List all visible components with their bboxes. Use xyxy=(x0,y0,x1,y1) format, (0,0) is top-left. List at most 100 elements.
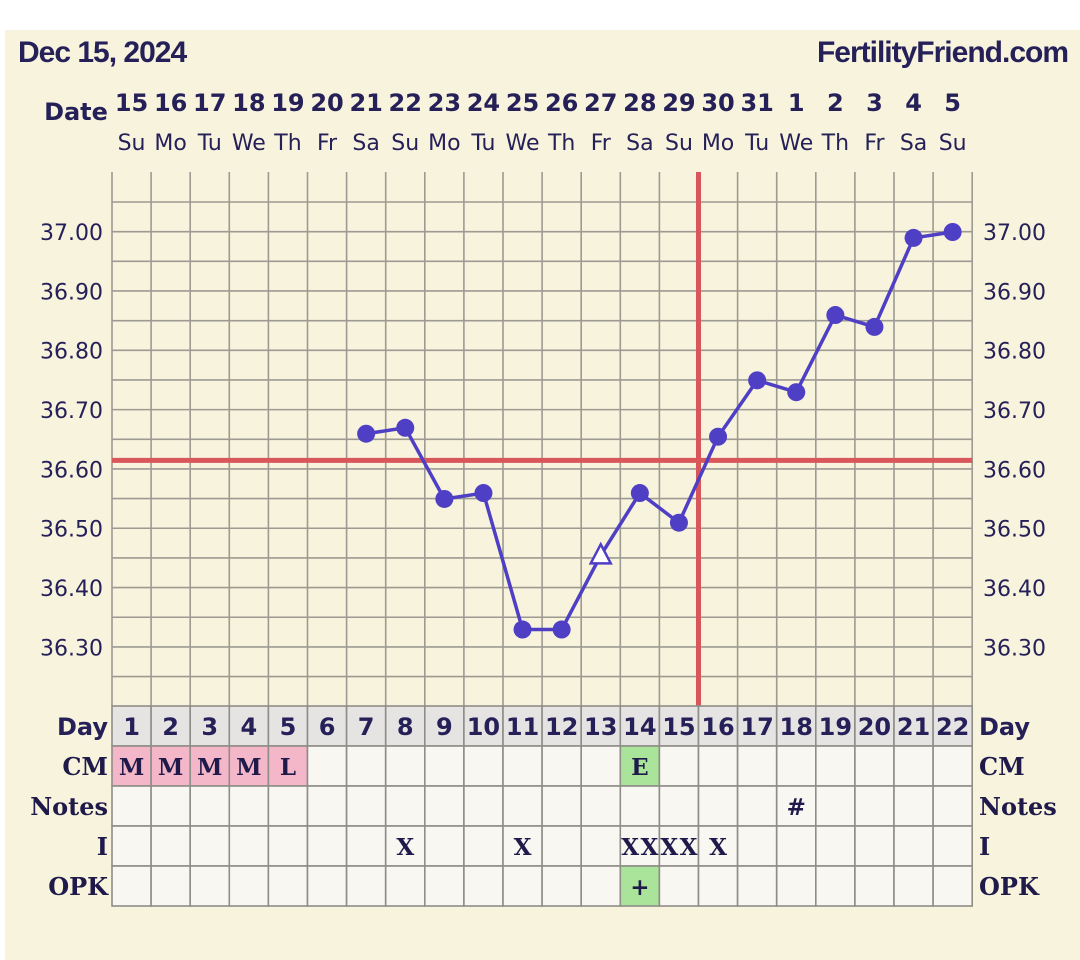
table-cell-value[interactable]: XX xyxy=(621,834,658,861)
temperature-point[interactable] xyxy=(630,484,649,503)
table-cell xyxy=(619,785,661,827)
table-cell xyxy=(150,865,192,907)
table-cell-value[interactable]: E xyxy=(631,754,649,781)
table-cell xyxy=(814,865,856,907)
table-cell-value[interactable]: + xyxy=(630,874,649,901)
y-tick-label-left: 36.70 xyxy=(40,399,103,424)
table-cell xyxy=(814,745,856,787)
temperature-point-open[interactable] xyxy=(588,541,613,565)
table-cell-value[interactable]: X xyxy=(709,834,727,861)
table-cell xyxy=(541,705,582,747)
table-cell xyxy=(854,865,895,907)
temperature-point[interactable] xyxy=(669,513,688,532)
temperature-point[interactable] xyxy=(357,424,376,443)
table-cell xyxy=(150,825,192,867)
cycle-day-number: 13 xyxy=(584,713,617,741)
cycle-day-number: 5 xyxy=(280,713,297,741)
y-tick-label-right: 36.50 xyxy=(983,518,1046,543)
table-cell-value[interactable]: XX xyxy=(660,834,697,861)
site-name[interactable]: FertilityFriend.com xyxy=(816,36,1069,69)
table-cell-value[interactable]: M xyxy=(236,754,261,781)
table-cell xyxy=(345,745,387,787)
temperature-point[interactable] xyxy=(474,484,493,503)
weekday-label: Su xyxy=(118,131,146,156)
table-cell xyxy=(619,705,661,747)
weekday-label: We xyxy=(232,131,266,156)
table-cell-value[interactable]: M xyxy=(158,754,183,781)
table-cell xyxy=(932,785,973,827)
table-cell xyxy=(463,705,504,747)
weekday-label: We xyxy=(779,131,813,156)
table-cell xyxy=(423,785,465,827)
table-cell xyxy=(228,745,270,787)
weekday-label: Su xyxy=(939,131,967,156)
date-number: 27 xyxy=(584,89,617,117)
table-cell xyxy=(189,825,231,867)
weekday-label: Sa xyxy=(626,131,653,156)
table-cell xyxy=(345,865,387,907)
table-cell xyxy=(189,785,231,827)
temperature-point[interactable] xyxy=(748,371,767,390)
table-cell xyxy=(384,785,426,827)
date-number: 25 xyxy=(506,89,539,117)
table-cell xyxy=(502,785,543,827)
temperature-point[interactable] xyxy=(709,427,728,446)
table-cell-value[interactable]: M xyxy=(119,754,144,781)
cycle-day-number: 17 xyxy=(740,713,773,741)
temperature-point[interactable] xyxy=(826,306,845,325)
table-cell-value[interactable]: X xyxy=(514,834,532,861)
table-cell xyxy=(814,825,856,867)
table-cell xyxy=(580,785,622,827)
temperature-point[interactable] xyxy=(513,620,532,639)
cycle-day-number: 12 xyxy=(545,713,578,741)
table-cell-value[interactable]: X xyxy=(396,834,414,861)
table-cell xyxy=(502,865,543,907)
date-number: 30 xyxy=(701,89,734,117)
temperature-point[interactable] xyxy=(396,418,415,437)
cycle-day-number: 3 xyxy=(201,713,218,741)
temperature-point[interactable] xyxy=(787,383,806,402)
y-tick-label-left: 37.00 xyxy=(40,221,103,246)
cycle-day-number: 1 xyxy=(123,713,140,741)
date-number: 21 xyxy=(349,89,382,117)
row-label-left: CM xyxy=(62,752,108,781)
table-cell-value[interactable]: # xyxy=(787,794,806,821)
date-number: 3 xyxy=(866,89,883,117)
weekday-label: Th xyxy=(547,131,575,156)
y-tick-label-right: 36.40 xyxy=(983,577,1046,602)
weekday-label: Su xyxy=(391,131,419,156)
cycle-day-number: 7 xyxy=(358,713,375,741)
table-cell xyxy=(736,865,778,907)
table-cell xyxy=(463,825,504,867)
table-cell xyxy=(893,825,934,867)
temperature-point[interactable] xyxy=(904,228,923,247)
temperature-point[interactable] xyxy=(552,620,571,639)
table-cell xyxy=(932,705,973,747)
temperature-point[interactable] xyxy=(943,223,962,241)
table-cell xyxy=(150,785,192,827)
temperature-point[interactable] xyxy=(865,317,884,336)
temperature-point[interactable] xyxy=(435,489,454,508)
y-tick-label-left: 36.80 xyxy=(40,340,103,365)
table-cell xyxy=(463,785,504,827)
row-label-right: CM xyxy=(979,752,1025,781)
cycle-day-number: 14 xyxy=(623,713,656,741)
table-cell-value[interactable]: M xyxy=(197,754,222,781)
table-cell xyxy=(384,745,426,787)
weekday-label: Sa xyxy=(900,131,927,156)
table-cell xyxy=(541,785,582,827)
table-cell xyxy=(306,745,348,787)
table-cell xyxy=(463,865,504,907)
table-cell-value[interactable]: L xyxy=(280,754,296,781)
y-tick-label-left: 36.90 xyxy=(40,280,103,305)
date-number: 29 xyxy=(662,89,695,117)
table-cell xyxy=(345,825,387,867)
cycle-day-number: 15 xyxy=(662,713,695,741)
cycle-day-number: 22 xyxy=(936,713,969,741)
weekday-label: Mo xyxy=(428,131,460,156)
row-label-left: OPK xyxy=(48,872,109,901)
table-cell xyxy=(345,785,387,827)
date-number: 17 xyxy=(193,89,226,117)
cycle-day-number: 2 xyxy=(162,713,179,741)
